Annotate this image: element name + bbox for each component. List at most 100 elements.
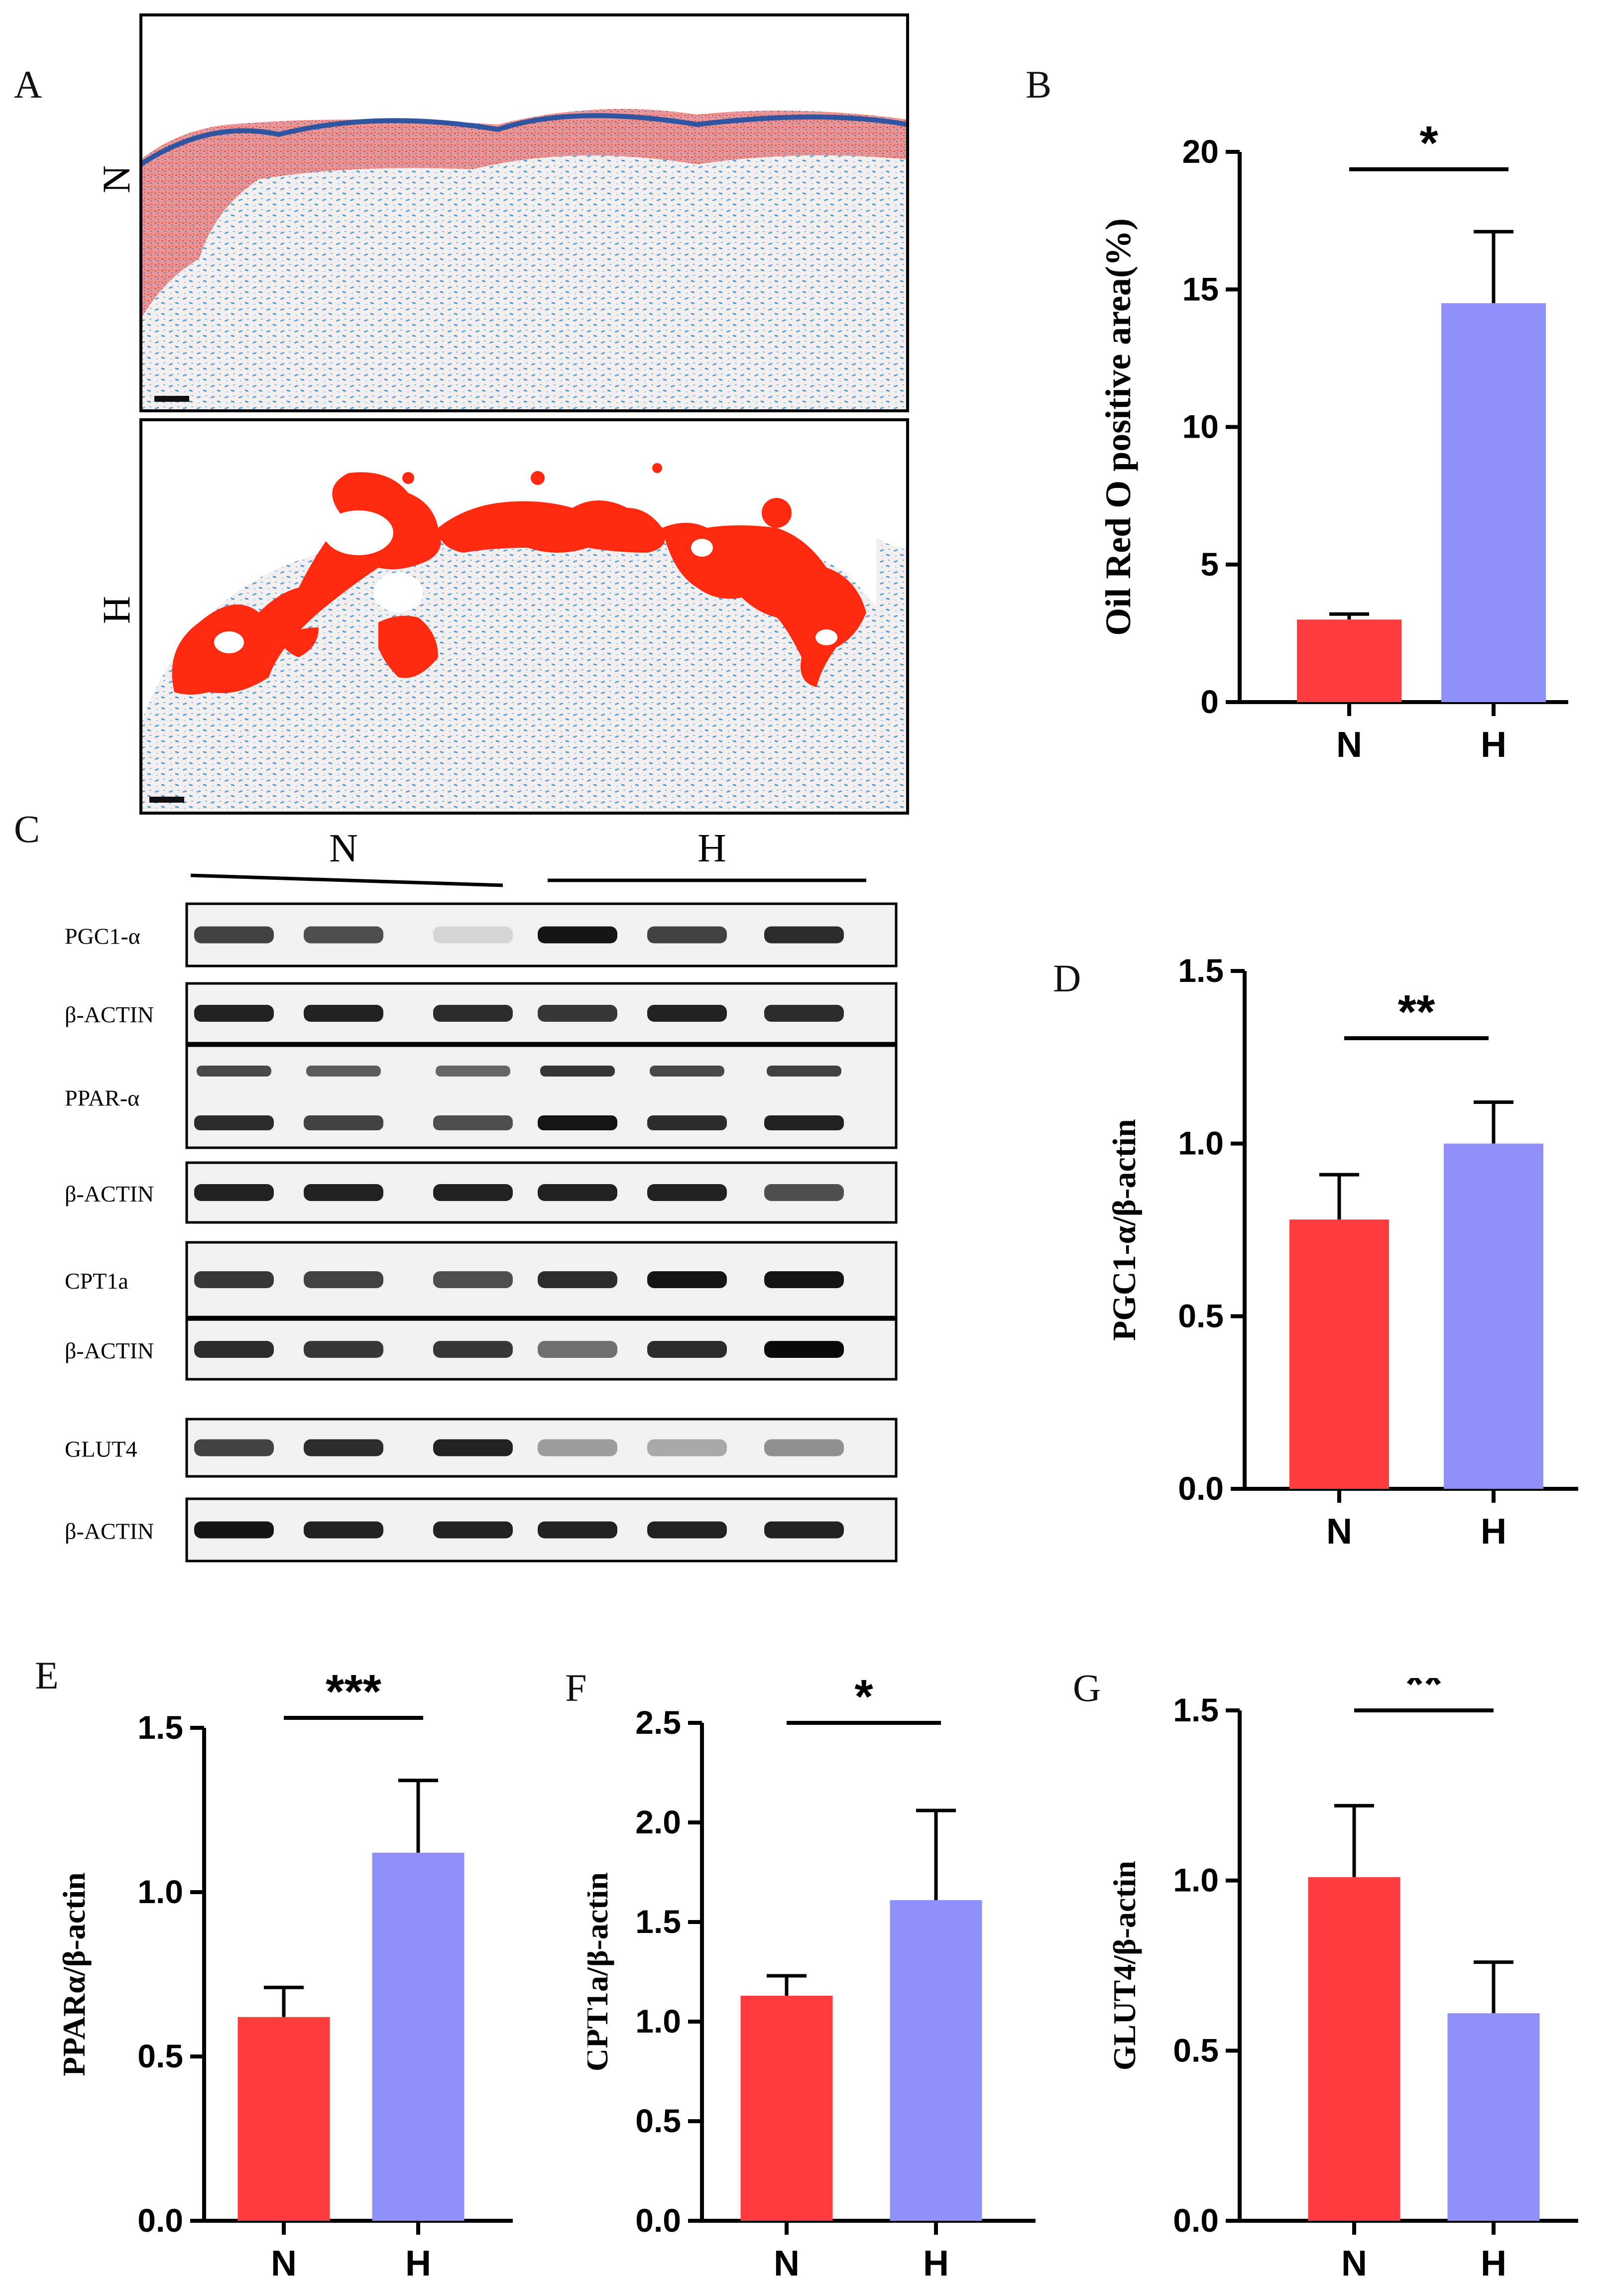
panel-letter-b: B bbox=[1026, 63, 1052, 106]
panel-letter-c: C bbox=[14, 807, 40, 850]
bar-h bbox=[1441, 303, 1546, 702]
blot-band bbox=[764, 1005, 844, 1022]
panel-letter-d: D bbox=[1053, 957, 1081, 1000]
blot-row: β-ACTIN bbox=[65, 1318, 898, 1381]
blot-row: PPAR-α bbox=[65, 1044, 898, 1149]
y-tick-label: 0.0 bbox=[1173, 2202, 1219, 2239]
x-tick-label: H bbox=[1481, 1512, 1507, 1549]
blot-band bbox=[538, 1439, 617, 1456]
y-tick-label: 0.0 bbox=[137, 2202, 183, 2239]
group-label-h: H bbox=[697, 827, 726, 870]
y-tick-label: 1.0 bbox=[1173, 1862, 1219, 1899]
blot-band bbox=[433, 1521, 513, 1539]
blot-band bbox=[540, 1066, 615, 1077]
y-tick-label: 1.5 bbox=[137, 1709, 183, 1746]
blot-band bbox=[194, 1115, 274, 1130]
significance-stars: ** bbox=[1405, 1678, 1443, 1711]
y-tick-label: 1.5 bbox=[1173, 1691, 1219, 1728]
blot-band bbox=[194, 1439, 274, 1456]
y-tick-label: 0.5 bbox=[635, 2102, 681, 2139]
blot-band bbox=[764, 1521, 844, 1539]
blot-band bbox=[433, 1115, 513, 1130]
bar-n bbox=[1289, 1219, 1389, 1489]
panel-letter-a: A bbox=[14, 63, 42, 106]
blot-band bbox=[194, 1005, 274, 1022]
y-tick-label: 1.0 bbox=[1178, 1125, 1224, 1162]
blot-band bbox=[306, 1066, 381, 1077]
bar-n bbox=[237, 2017, 330, 2221]
micrograph-h bbox=[139, 418, 909, 815]
y-axis-title: CPT1a/β-actin bbox=[587, 1872, 614, 2071]
blot-row: CPT1a bbox=[65, 1241, 898, 1319]
blot-band bbox=[647, 926, 727, 944]
y-axis-title: PPARα/β-actin bbox=[56, 1872, 92, 2076]
blot-band bbox=[304, 1271, 383, 1288]
blot-band bbox=[538, 926, 617, 944]
blot-band bbox=[647, 1521, 727, 1539]
x-tick-label: N bbox=[1336, 725, 1362, 765]
y-tick-label: 10 bbox=[1182, 408, 1219, 445]
blot-band bbox=[764, 1115, 844, 1130]
x-tick-label: H bbox=[1481, 2244, 1507, 2284]
blot-label: PPAR-α bbox=[65, 1085, 139, 1111]
blot-band bbox=[304, 1341, 383, 1358]
blot-band bbox=[194, 1341, 274, 1358]
y-tick-label: 1.5 bbox=[1178, 952, 1224, 989]
blot-row: PGC1-α bbox=[65, 902, 898, 967]
blot-frame bbox=[185, 1044, 898, 1149]
blot-band bbox=[538, 1005, 617, 1022]
bar-h bbox=[890, 1900, 982, 2221]
blot-band bbox=[197, 1066, 271, 1077]
y-axis-title: Oil Red O positive area(%) bbox=[1098, 218, 1138, 636]
blot-band bbox=[647, 1184, 727, 1201]
blot-band bbox=[194, 926, 274, 944]
y-tick-label: 1.5 bbox=[635, 1903, 681, 1940]
blot-row: GLUT4 bbox=[65, 1418, 898, 1478]
micrograph-n bbox=[139, 13, 909, 412]
blot-row: β-ACTIN bbox=[65, 1497, 898, 1563]
x-tick-label: H bbox=[923, 2244, 949, 2284]
y-axis-title: PGC1-α/β-actin bbox=[1106, 1119, 1143, 1341]
blot-band bbox=[436, 1066, 510, 1077]
x-tick-label: H bbox=[405, 2244, 431, 2284]
bar-n bbox=[740, 1996, 833, 2221]
blot-band bbox=[433, 1005, 513, 1022]
x-tick-label: N bbox=[774, 2244, 800, 2284]
y-tick-label: 2.5 bbox=[635, 1704, 681, 1741]
blot-band bbox=[304, 1439, 383, 1456]
blot-band bbox=[433, 1341, 513, 1358]
bar-h bbox=[1444, 1143, 1543, 1489]
y-tick-label: 15 bbox=[1182, 270, 1219, 307]
chart-ppara: 0.0 0.5 1.0 1.5 N H *** PPARα/β-actin bbox=[56, 1665, 513, 2284]
bar-n bbox=[1308, 1877, 1400, 2221]
chart-glut4: 0.0 0.5 1.0 1.5 N H ** GLUT4/β-actin bbox=[1107, 1678, 1578, 2284]
blot-label: PGC1-α bbox=[65, 924, 140, 949]
bar-h bbox=[372, 1852, 464, 2221]
y-tick-label: 0.0 bbox=[635, 2202, 681, 2239]
y-tick-label: 0.0 bbox=[1178, 1470, 1224, 1507]
chart-oil-red-o: 0 5 10 15 20 N H * Oil Red O positive area(%) bbox=[1098, 124, 1568, 765]
blot-label: β-ACTIN bbox=[65, 1002, 154, 1027]
blot-band bbox=[194, 1184, 274, 1201]
significance-stars: * bbox=[854, 1678, 873, 1723]
significance-stars: *** bbox=[326, 1665, 382, 1718]
y-tick-label: 0 bbox=[1200, 683, 1219, 720]
blot-band bbox=[647, 1115, 727, 1130]
x-tick-label: N bbox=[271, 2244, 297, 2284]
blot-label: β-ACTIN bbox=[65, 1519, 154, 1544]
blot-label: GLUT4 bbox=[65, 1437, 137, 1462]
blot-band bbox=[764, 1271, 844, 1288]
blot-label: CPT1a bbox=[65, 1268, 128, 1294]
blot-band bbox=[433, 1439, 513, 1456]
blot-band bbox=[538, 1115, 617, 1130]
blot-band bbox=[538, 1341, 617, 1358]
blot-band bbox=[647, 1341, 727, 1358]
y-tick-label: 0.5 bbox=[1173, 2032, 1219, 2068]
blot-label: β-ACTIN bbox=[65, 1338, 154, 1363]
row-label-n: N bbox=[95, 165, 138, 193]
western-blot-panel: N H PGC1-α β-ACTIN PPAR-α β-ACTIN CPT1a β-ACT… bbox=[65, 827, 898, 1563]
blot-band bbox=[764, 926, 844, 944]
y-tick-label: 0.5 bbox=[1178, 1297, 1224, 1334]
blot-row: β-ACTIN bbox=[65, 982, 898, 1045]
